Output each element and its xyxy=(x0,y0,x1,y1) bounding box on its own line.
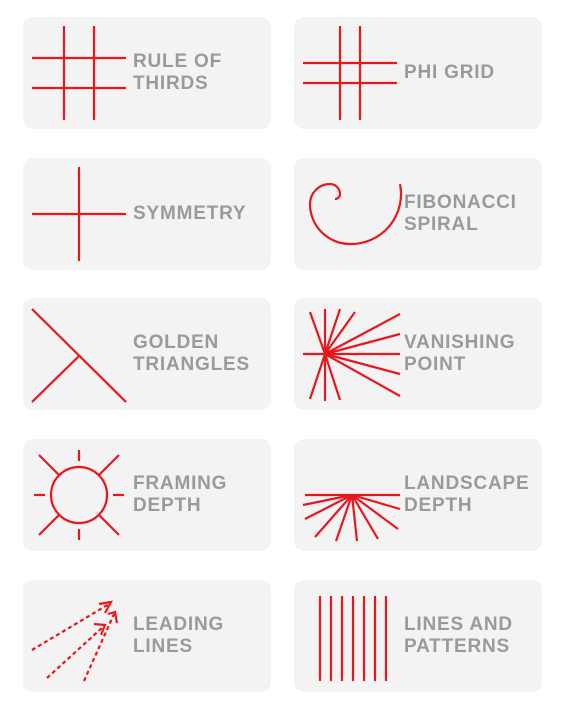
label-line: THIRDS xyxy=(133,73,209,94)
card-leading-lines[interactable]: LEADING LINES xyxy=(23,580,271,692)
card-lines-and-patterns[interactable]: LINES AND PATTERNS xyxy=(294,580,542,692)
label-line: VANISHING xyxy=(404,332,516,353)
label-line: FIBONACCI xyxy=(404,192,517,213)
label-line: LINES AND xyxy=(404,614,513,635)
symmetry-icon xyxy=(32,167,126,261)
card-landscape-depth[interactable]: LANDSCAPE DEPTH xyxy=(294,439,542,551)
label-line: DEPTH xyxy=(404,495,473,516)
card-vanishing-point[interactable]: VANISHING POINT xyxy=(294,298,542,410)
vanishing-point-icon xyxy=(303,308,401,401)
card-label: VANISHING POINT xyxy=(404,298,538,410)
label-line: SYMMETRY xyxy=(133,203,247,224)
card-label: PHI GRID xyxy=(404,17,538,129)
card-label: FRAMING DEPTH xyxy=(133,439,267,551)
phi-grid-icon xyxy=(303,26,397,120)
label-line: LEADING xyxy=(133,614,225,635)
label-line: PHI GRID xyxy=(404,62,495,83)
card-fibonacci-spiral[interactable]: FIBONACCI SPIRAL xyxy=(294,158,542,270)
card-label: LEADING LINES xyxy=(133,580,267,692)
label-line: TRIANGLES xyxy=(133,354,250,375)
label-line: RULE OF xyxy=(133,51,222,72)
label-line: DEPTH xyxy=(133,495,202,516)
label-line: LANDSCAPE xyxy=(404,473,530,494)
card-label: LINES AND PATTERNS xyxy=(404,580,538,692)
golden-triangles-icon xyxy=(31,308,127,403)
framing-depth-icon xyxy=(34,450,124,540)
label-line: FRAMING xyxy=(133,473,228,494)
label-line: PATTERNS xyxy=(404,636,510,657)
label-line: SPIRAL xyxy=(404,214,479,235)
card-label: GOLDEN TRIANGLES xyxy=(133,298,267,410)
card-phi-grid[interactable]: PHI GRID xyxy=(294,17,542,129)
card-label: LANDSCAPE DEPTH xyxy=(404,439,538,551)
leading-lines-icon xyxy=(31,600,119,682)
card-symmetry[interactable]: SYMMETRY xyxy=(23,158,271,270)
card-label: FIBONACCI SPIRAL xyxy=(404,158,538,270)
label-line: POINT xyxy=(404,354,467,375)
card-rule-of-thirds[interactable]: RULE OF THIRDS xyxy=(23,17,271,129)
landscape-depth-icon xyxy=(302,493,401,542)
lines-and-patterns-icon xyxy=(318,596,388,681)
card-golden-triangles[interactable]: GOLDEN TRIANGLES xyxy=(23,298,271,410)
fibonacci-spiral-icon xyxy=(308,182,403,246)
card-framing-depth[interactable]: FRAMING DEPTH xyxy=(23,439,271,551)
label-line: GOLDEN xyxy=(133,332,220,353)
label-line: LINES xyxy=(133,636,193,657)
rule-of-thirds-icon xyxy=(32,26,126,120)
card-label: SYMMETRY xyxy=(133,158,267,270)
card-label: RULE OF THIRDS xyxy=(133,17,267,129)
